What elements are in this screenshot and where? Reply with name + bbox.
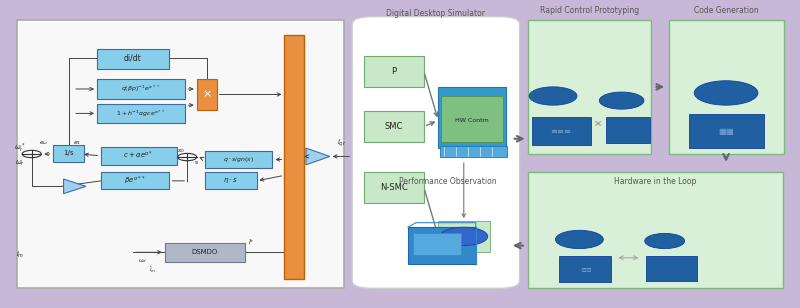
Text: s: s bbox=[194, 160, 198, 165]
FancyBboxPatch shape bbox=[442, 96, 503, 142]
Text: $\omega_d$: $\omega_d$ bbox=[138, 257, 147, 265]
FancyBboxPatch shape bbox=[101, 172, 169, 189]
FancyBboxPatch shape bbox=[438, 87, 506, 148]
FancyBboxPatch shape bbox=[440, 146, 507, 157]
Text: $s_0$: $s_0$ bbox=[177, 147, 185, 155]
Text: Rapid Control Prototyping: Rapid Control Prototyping bbox=[540, 6, 639, 15]
Text: $i_{qr}$: $i_{qr}$ bbox=[337, 138, 346, 149]
Text: $\eta \cdot s$: $\eta \cdot s$ bbox=[222, 176, 238, 185]
Text: $e_1$: $e_1$ bbox=[73, 139, 82, 147]
FancyBboxPatch shape bbox=[413, 233, 461, 255]
Text: Digital Desktop Simulator: Digital Desktop Simulator bbox=[386, 9, 486, 18]
Text: HW Contm: HW Contm bbox=[455, 118, 489, 123]
FancyBboxPatch shape bbox=[606, 117, 650, 143]
FancyBboxPatch shape bbox=[97, 79, 185, 99]
Text: $\hat{F}$: $\hat{F}$ bbox=[248, 238, 254, 247]
Text: $c+\alpha e^{\alpha*}$: $c+\alpha e^{\alpha*}$ bbox=[123, 150, 154, 161]
Text: Code Generation: Code Generation bbox=[694, 6, 758, 15]
FancyBboxPatch shape bbox=[527, 20, 651, 154]
Text: ▦▦: ▦▦ bbox=[718, 127, 734, 136]
Text: $e_\omega$: $e_\omega$ bbox=[39, 139, 48, 147]
FancyBboxPatch shape bbox=[101, 147, 177, 165]
FancyBboxPatch shape bbox=[669, 20, 784, 154]
Text: ≡≡: ≡≡ bbox=[580, 267, 592, 273]
FancyBboxPatch shape bbox=[559, 256, 611, 282]
FancyBboxPatch shape bbox=[205, 151, 273, 168]
FancyBboxPatch shape bbox=[165, 242, 245, 262]
FancyBboxPatch shape bbox=[285, 35, 304, 279]
FancyBboxPatch shape bbox=[18, 20, 344, 288]
Text: di/dt: di/dt bbox=[124, 54, 142, 63]
FancyBboxPatch shape bbox=[408, 227, 476, 264]
FancyBboxPatch shape bbox=[364, 111, 424, 142]
Circle shape bbox=[599, 92, 644, 109]
Circle shape bbox=[645, 233, 685, 249]
Text: P: P bbox=[391, 67, 396, 76]
Polygon shape bbox=[63, 179, 86, 194]
FancyBboxPatch shape bbox=[531, 117, 591, 145]
FancyBboxPatch shape bbox=[97, 49, 169, 69]
FancyBboxPatch shape bbox=[364, 56, 424, 87]
FancyBboxPatch shape bbox=[205, 172, 257, 189]
Circle shape bbox=[529, 87, 577, 105]
Text: $\omega_r^*$: $\omega_r^*$ bbox=[14, 141, 26, 155]
Polygon shape bbox=[306, 148, 330, 165]
FancyBboxPatch shape bbox=[97, 103, 185, 124]
Text: DSMDO: DSMDO bbox=[191, 249, 218, 255]
Text: SMC: SMC bbox=[385, 122, 403, 131]
Text: Performance Observation: Performance Observation bbox=[399, 177, 497, 186]
Circle shape bbox=[440, 227, 488, 245]
FancyBboxPatch shape bbox=[438, 221, 490, 252]
Circle shape bbox=[555, 230, 603, 249]
Text: N-SMC: N-SMC bbox=[380, 183, 407, 192]
Text: ≡≡≡: ≡≡≡ bbox=[550, 127, 571, 136]
Text: 1/s: 1/s bbox=[63, 150, 74, 156]
FancyBboxPatch shape bbox=[352, 17, 519, 288]
FancyBboxPatch shape bbox=[646, 256, 698, 281]
FancyBboxPatch shape bbox=[364, 172, 424, 203]
Text: ×: × bbox=[202, 90, 211, 99]
Text: $q\cdot sign(s)$: $q\cdot sign(s)$ bbox=[222, 155, 254, 164]
Text: $q(\beta p)^{-1}e^{\alpha**}$: $q(\beta p)^{-1}e^{\alpha**}$ bbox=[122, 84, 161, 94]
Text: $i_m$: $i_m$ bbox=[15, 249, 24, 260]
Text: $\hat{i}_m$: $\hat{i}_m$ bbox=[150, 265, 157, 275]
Text: Hardware in the Loop: Hardware in the Loop bbox=[614, 177, 696, 186]
FancyBboxPatch shape bbox=[689, 114, 763, 148]
Text: $\beta e^{\alpha**}$: $\beta e^{\alpha**}$ bbox=[123, 175, 146, 187]
Text: $1+h^{-1}\alpha gc e^{\alpha**}$: $1+h^{-1}\alpha gc e^{\alpha**}$ bbox=[116, 108, 166, 119]
FancyBboxPatch shape bbox=[54, 145, 83, 162]
FancyBboxPatch shape bbox=[527, 172, 782, 288]
Circle shape bbox=[694, 81, 758, 105]
FancyBboxPatch shape bbox=[197, 79, 217, 110]
Text: $\omega_r$: $\omega_r$ bbox=[14, 159, 25, 168]
